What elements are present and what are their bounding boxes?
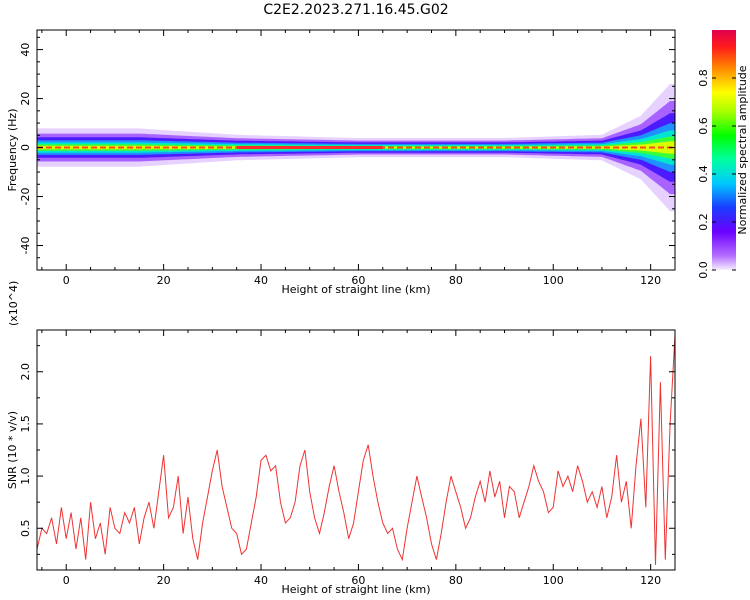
spectrogram-x-tick-label: 60	[351, 274, 365, 287]
spectrogram-frame	[36, 29, 676, 271]
snr-y-multiplier: (x10^4)	[7, 281, 20, 326]
spectrogram-x-tick-label: 20	[157, 274, 171, 287]
snr-x-ticks: 0 20 40 60 80 100 120	[41, 330, 676, 587]
snr-y-axis-label: SNR (10 * v/v)	[6, 411, 19, 489]
spectrogram-y-axis-label: Frequency (Hz)	[6, 109, 19, 192]
spectrogram-x-tick-label: 80	[449, 274, 463, 287]
spectrogram-x-axis-label: Height of straight line (km)	[281, 283, 430, 296]
snr-y-tick-label: 2.0	[19, 363, 32, 381]
snr-y-tick-label: 0.5	[19, 520, 32, 538]
snr-panel: 0 20 40 60 80 100 120 0.5 1.0 1.5 2.0 Height of s…	[6, 281, 676, 596]
spectrogram-heatmap	[37, 83, 675, 212]
colorbar: 0.0 0.2 0.4 0.6 0.8 Normalized spectral ampl…	[697, 30, 749, 279]
spectrogram-y-ticks: 40 20 0 -20 -40	[19, 36, 675, 271]
spectrogram-x-ticks: 0 20 40 60 80 100 120	[41, 30, 676, 287]
colorbar-tick-label: 0.8	[697, 69, 710, 87]
snr-x-tick-label: 120	[640, 574, 661, 587]
spectrogram-y-tick-label: -40	[19, 237, 32, 255]
spectrogram-x-tick-label: 120	[640, 274, 661, 287]
snr-y-tick-label: 1.5	[19, 415, 32, 433]
figure-title: C2E2.2023.271.16.45.G02	[263, 2, 448, 18]
snr-y-ticks: 0.5 1.0 1.5 2.0	[19, 345, 675, 555]
snr-x-tick-label: 80	[449, 574, 463, 587]
spectrogram-y-tick-label: 0	[19, 144, 32, 151]
spectrogram-x-tick-label: 40	[254, 274, 268, 287]
colorbar-tick-label: 0.2	[697, 213, 710, 231]
spectrogram-x-tick-label: 0	[63, 274, 70, 287]
spectrogram-x-tick-label: 100	[543, 274, 564, 287]
colorbar-label: Normalized spectral amplitude	[736, 65, 749, 234]
spectrogram-y-tick-label: 20	[19, 92, 32, 106]
spectrogram-y-tick-label: -20	[19, 188, 32, 206]
colorbar-tick-label: 0.0	[697, 261, 710, 279]
spectrogram-y-tick-label: 40	[19, 43, 32, 57]
snr-frame	[36, 329, 676, 571]
colorbar-gradient	[712, 30, 736, 270]
snr-x-tick-label: 20	[157, 574, 171, 587]
snr-x-tick-label: 60	[351, 574, 365, 587]
snr-x-tick-label: 100	[543, 574, 564, 587]
colorbar-ticks: 0.0 0.2 0.4 0.6 0.8	[697, 69, 736, 279]
colorbar-tick-label: 0.6	[697, 117, 710, 135]
snr-x-axis-label: Height of straight line (km)	[281, 583, 430, 596]
spectrogram-panel: 0 20 40 60 80 100 120 40 20 0 -20 -40 Height of st…	[6, 29, 676, 296]
snr-series-line	[37, 335, 675, 565]
colorbar-tick-label: 0.4	[697, 165, 710, 183]
snr-x-tick-label: 0	[63, 574, 70, 587]
snr-x-tick-label: 40	[254, 574, 268, 587]
snr-y-tick-label: 1.0	[19, 467, 32, 485]
